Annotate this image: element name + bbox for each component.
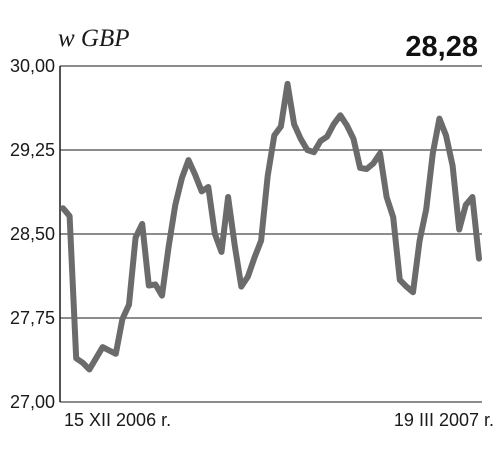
series-line-gbp-price bbox=[60, 80, 482, 373]
y-axis-tick-labels: 30,00 29,25 28,50 27,75 27,00 bbox=[10, 56, 55, 412]
x-axis-start-date-label: 15 XII 2006 r. bbox=[64, 410, 171, 430]
y-tick-label: 27,75 bbox=[10, 308, 55, 328]
y-tick-label: 28,50 bbox=[10, 224, 55, 244]
y-tick-label: 29,25 bbox=[10, 140, 55, 160]
y-tick-label: 27,00 bbox=[10, 392, 55, 412]
gridlines bbox=[60, 65, 482, 403]
x-axis-end-date-label: 19 III 2007 r. bbox=[394, 410, 494, 430]
y-tick-label: 30,00 bbox=[10, 56, 55, 76]
last-value-label: 28,28 bbox=[405, 31, 478, 63]
unit-label: w GBP bbox=[58, 25, 130, 52]
